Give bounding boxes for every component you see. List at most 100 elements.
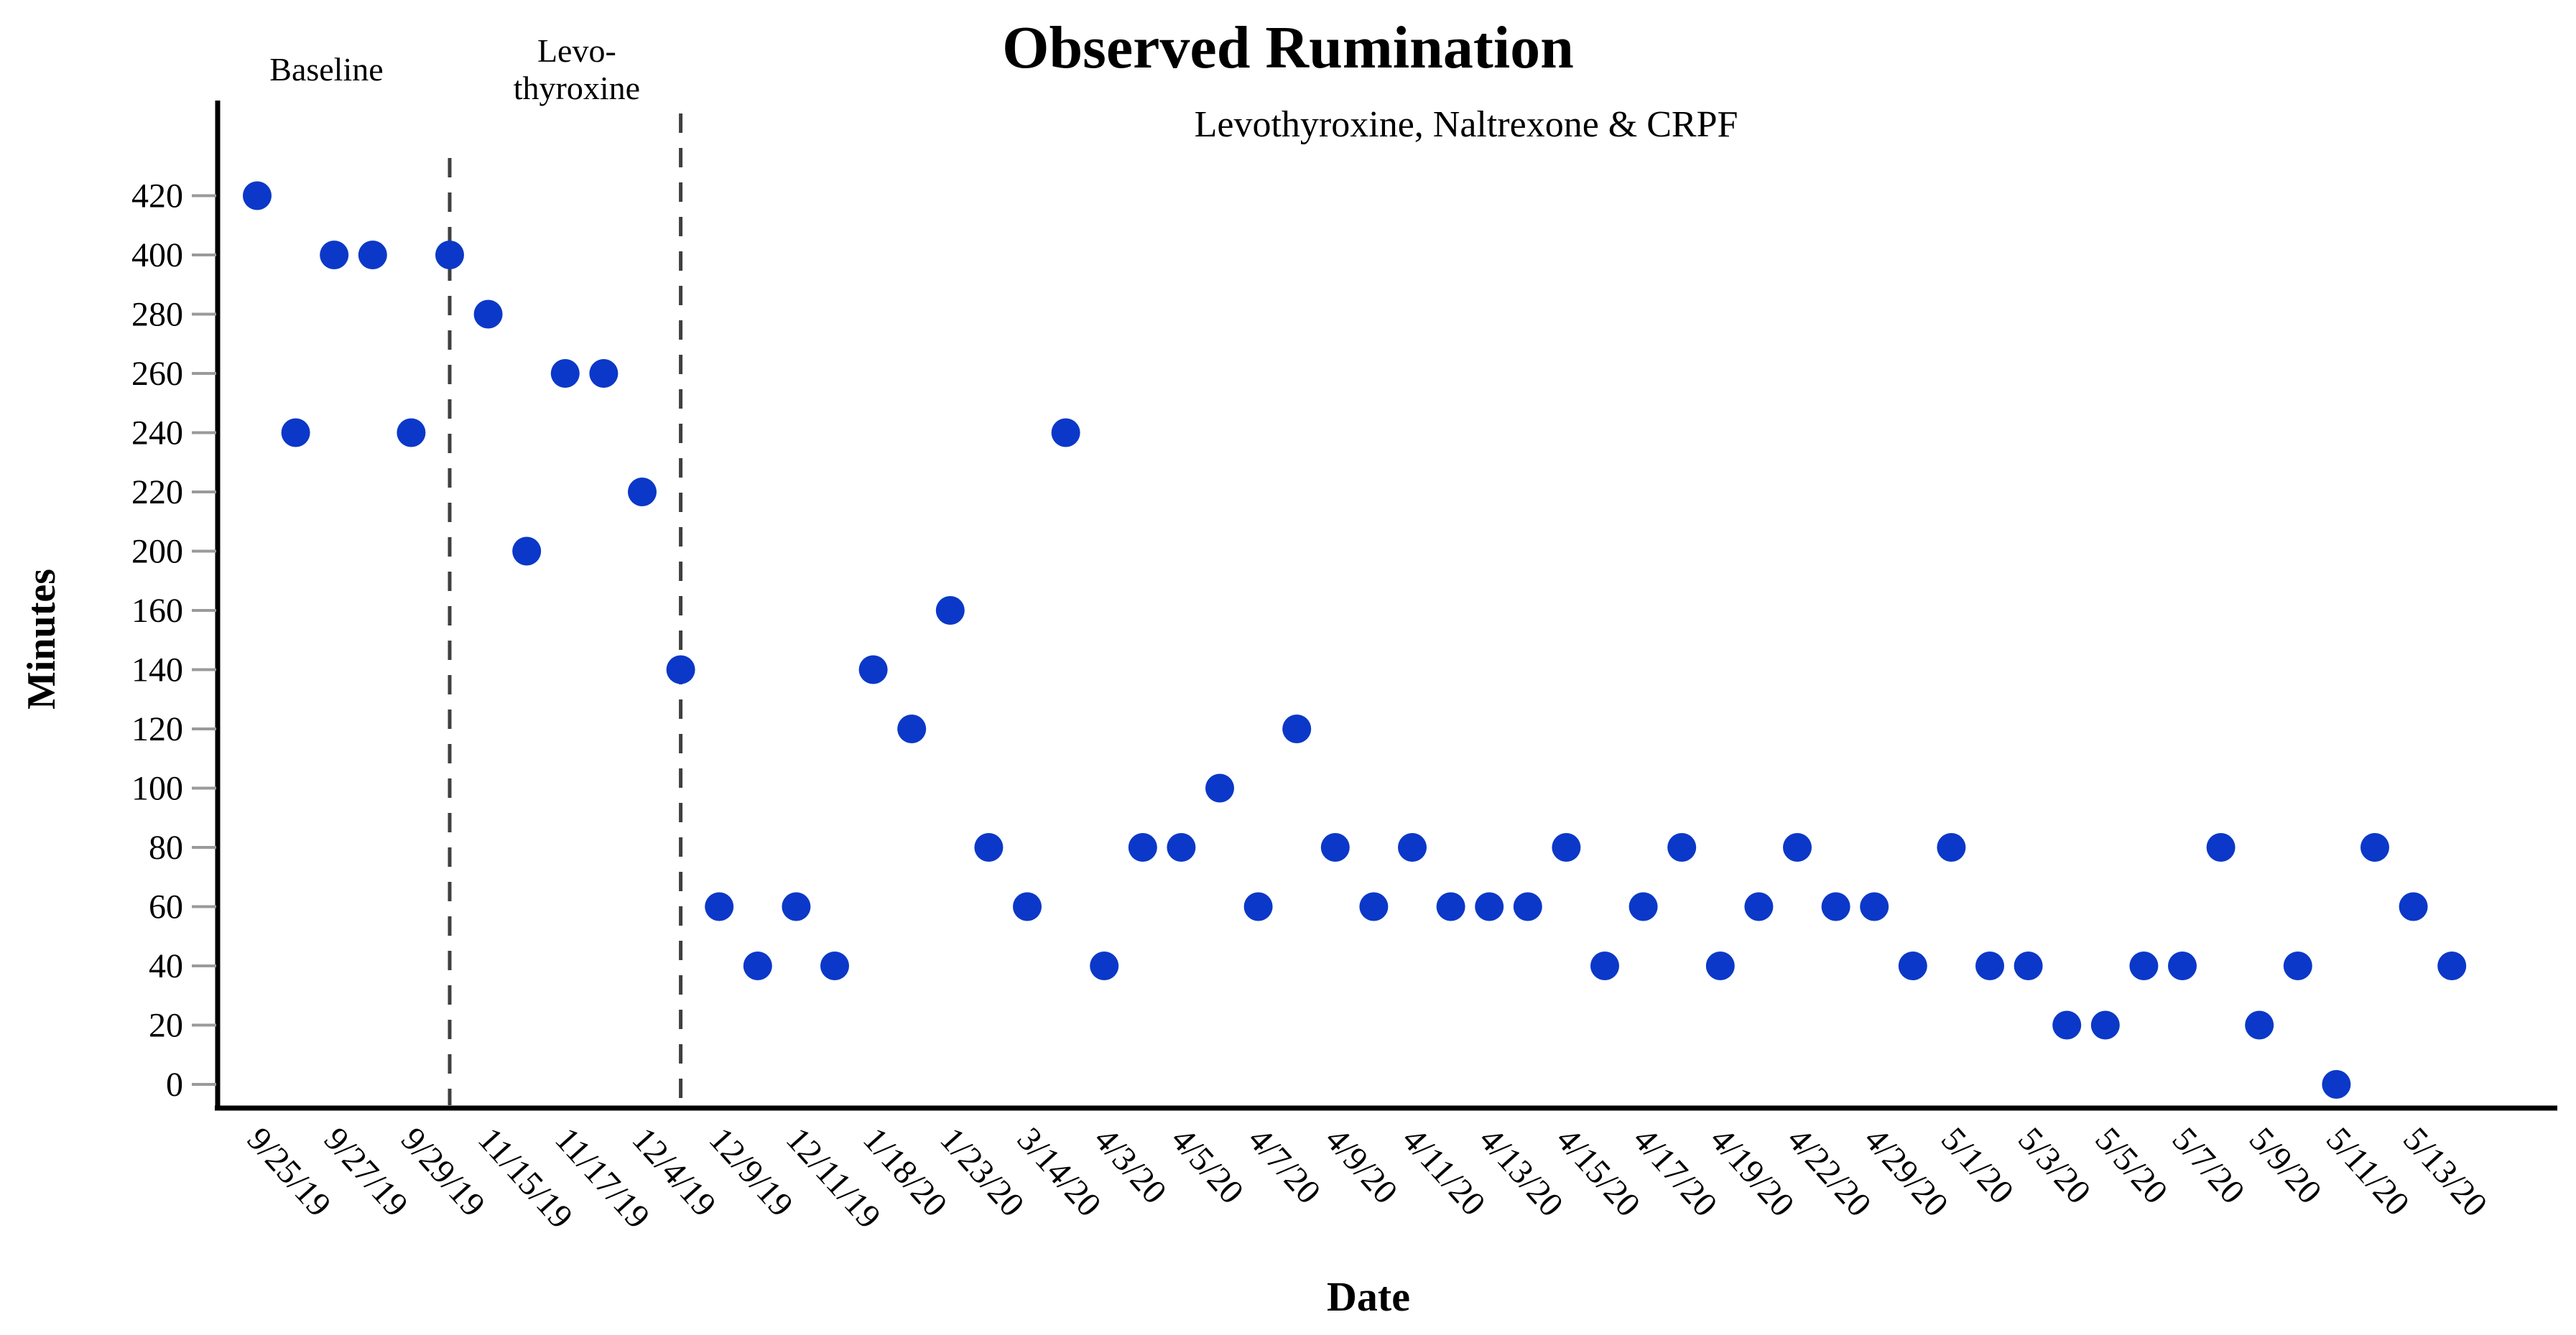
- scatter-point: [1821, 892, 1850, 921]
- y-tick-label: 280: [131, 296, 183, 334]
- y-tick-label: 120: [131, 710, 183, 748]
- x-tick-label: 4/29/20: [1857, 1120, 1956, 1224]
- scatter-point: [2090, 1010, 2120, 1040]
- scatter-point: [2129, 952, 2159, 980]
- scatter-point: [628, 478, 657, 506]
- scatter-point: [1552, 833, 1581, 862]
- scatter-point: [1398, 833, 1427, 862]
- scatter-point: [1705, 952, 1735, 980]
- scatter-point: [2168, 952, 2197, 980]
- scatter-point: [2052, 1010, 2082, 1040]
- scatter-point: [1590, 952, 1619, 980]
- x-tick-label: 9/29/19: [394, 1120, 493, 1224]
- scatter-point: [473, 299, 503, 329]
- scatter-point: [1783, 833, 1812, 862]
- scatter-point: [1975, 952, 2004, 980]
- x-tick-label: 4/15/20: [1549, 1120, 1648, 1224]
- x-tick-label: 1/23/20: [932, 1120, 1032, 1224]
- scatter-point: [2283, 952, 2312, 980]
- scatter-point: [2322, 1070, 2351, 1099]
- x-tick-label: 4/9/20: [1317, 1120, 1404, 1211]
- y-tick-label: 200: [131, 533, 183, 571]
- x-tick-label: 4/7/20: [1241, 1120, 1328, 1211]
- x-tick-label: 4/13/20: [1472, 1120, 1571, 1224]
- x-tick-label: 4/17/20: [1626, 1120, 1725, 1224]
- y-tick-label: 260: [131, 355, 183, 393]
- scatter-point: [1282, 715, 1312, 743]
- phase-label: Baseline: [269, 51, 383, 88]
- scatter-point: [1051, 418, 1080, 447]
- x-tick-label: 3/14/20: [1010, 1120, 1109, 1224]
- scatter-point: [858, 655, 888, 684]
- scatter-point: [1090, 952, 1119, 980]
- scatter-point: [1320, 833, 1350, 862]
- y-tick-label: 100: [131, 770, 183, 808]
- x-tick-label: 9/27/19: [317, 1120, 416, 1224]
- scatter-point: [935, 596, 965, 625]
- y-tick-label: 60: [149, 888, 183, 926]
- x-tick-label: 4/22/20: [1780, 1120, 1879, 1224]
- y-tick-label: 420: [131, 177, 183, 215]
- scatter-point: [1898, 952, 1927, 980]
- x-tick-label: 5/9/20: [2242, 1120, 2329, 1211]
- x-tick-label: 5/11/20: [2319, 1120, 2417, 1223]
- y-tick-label: 40: [149, 947, 183, 985]
- y-tick-label: 400: [131, 236, 183, 274]
- y-tick-label: 80: [149, 829, 183, 867]
- scatter-point: [1128, 833, 1157, 862]
- phase-label: Levo-: [537, 32, 616, 69]
- scatter-point: [782, 892, 811, 921]
- scatter-point: [897, 715, 927, 743]
- scatter-point: [1436, 892, 1465, 921]
- scatter-point: [2206, 833, 2236, 862]
- x-tick-label: 4/5/20: [1164, 1120, 1251, 1211]
- scatter-point: [281, 418, 310, 447]
- scatter-point: [1513, 892, 1542, 921]
- scatter-point: [397, 418, 426, 447]
- phase-label: thyroxine: [514, 70, 640, 106]
- scatter-point: [2399, 892, 2428, 921]
- scatter-point: [1359, 892, 1389, 921]
- scatter-point: [1475, 892, 1504, 921]
- y-tick-label: 220: [131, 473, 183, 511]
- scatter-point: [1937, 833, 1966, 862]
- scatter-point: [2245, 1010, 2274, 1040]
- x-axis-title: Date: [1327, 1273, 1410, 1320]
- x-tick-label: 4/11/20: [1395, 1120, 1493, 1223]
- phase-label: Levothyroxine, Naltrexone & CRPF: [1195, 104, 1738, 145]
- x-tick-label: 9/25/19: [240, 1120, 339, 1224]
- scatter-point: [1860, 892, 1889, 921]
- scatter-point: [1628, 892, 1658, 921]
- scatter-point: [743, 952, 772, 980]
- scatter-point: [358, 241, 387, 269]
- y-tick-label: 240: [131, 414, 183, 452]
- y-tick-label: 160: [131, 592, 183, 630]
- scatter-point: [820, 952, 849, 980]
- scatter-point: [1013, 892, 1042, 921]
- x-tick-label: 5/5/20: [2088, 1120, 2174, 1211]
- x-tick-label: 5/13/20: [2396, 1120, 2495, 1224]
- y-tick-label: 0: [166, 1066, 183, 1104]
- scatter-point: [2360, 833, 2389, 862]
- scatter-point: [2014, 952, 2043, 980]
- scatter-point: [320, 241, 349, 269]
- scatter-point: [1167, 833, 1196, 862]
- x-tick-label: 5/7/20: [2165, 1120, 2252, 1211]
- scatter-point: [1243, 892, 1273, 921]
- scatter-point: [243, 181, 272, 210]
- chart-title: Observed Rumination: [1002, 14, 1574, 81]
- scatter-point: [512, 536, 542, 566]
- y-tick-label: 20: [149, 1007, 183, 1045]
- scatter-point: [705, 892, 734, 921]
- x-tick-label: 12/9/19: [702, 1120, 801, 1224]
- scatter-point: [666, 655, 695, 684]
- x-tick-label: 4/19/20: [1702, 1120, 1802, 1224]
- scatter-point: [1667, 833, 1697, 862]
- scatter-point: [2437, 952, 2467, 980]
- scatter-point: [435, 241, 464, 269]
- scatter-point: [589, 359, 618, 388]
- scatter-point: [1744, 892, 1774, 921]
- scatter-point: [974, 833, 1004, 862]
